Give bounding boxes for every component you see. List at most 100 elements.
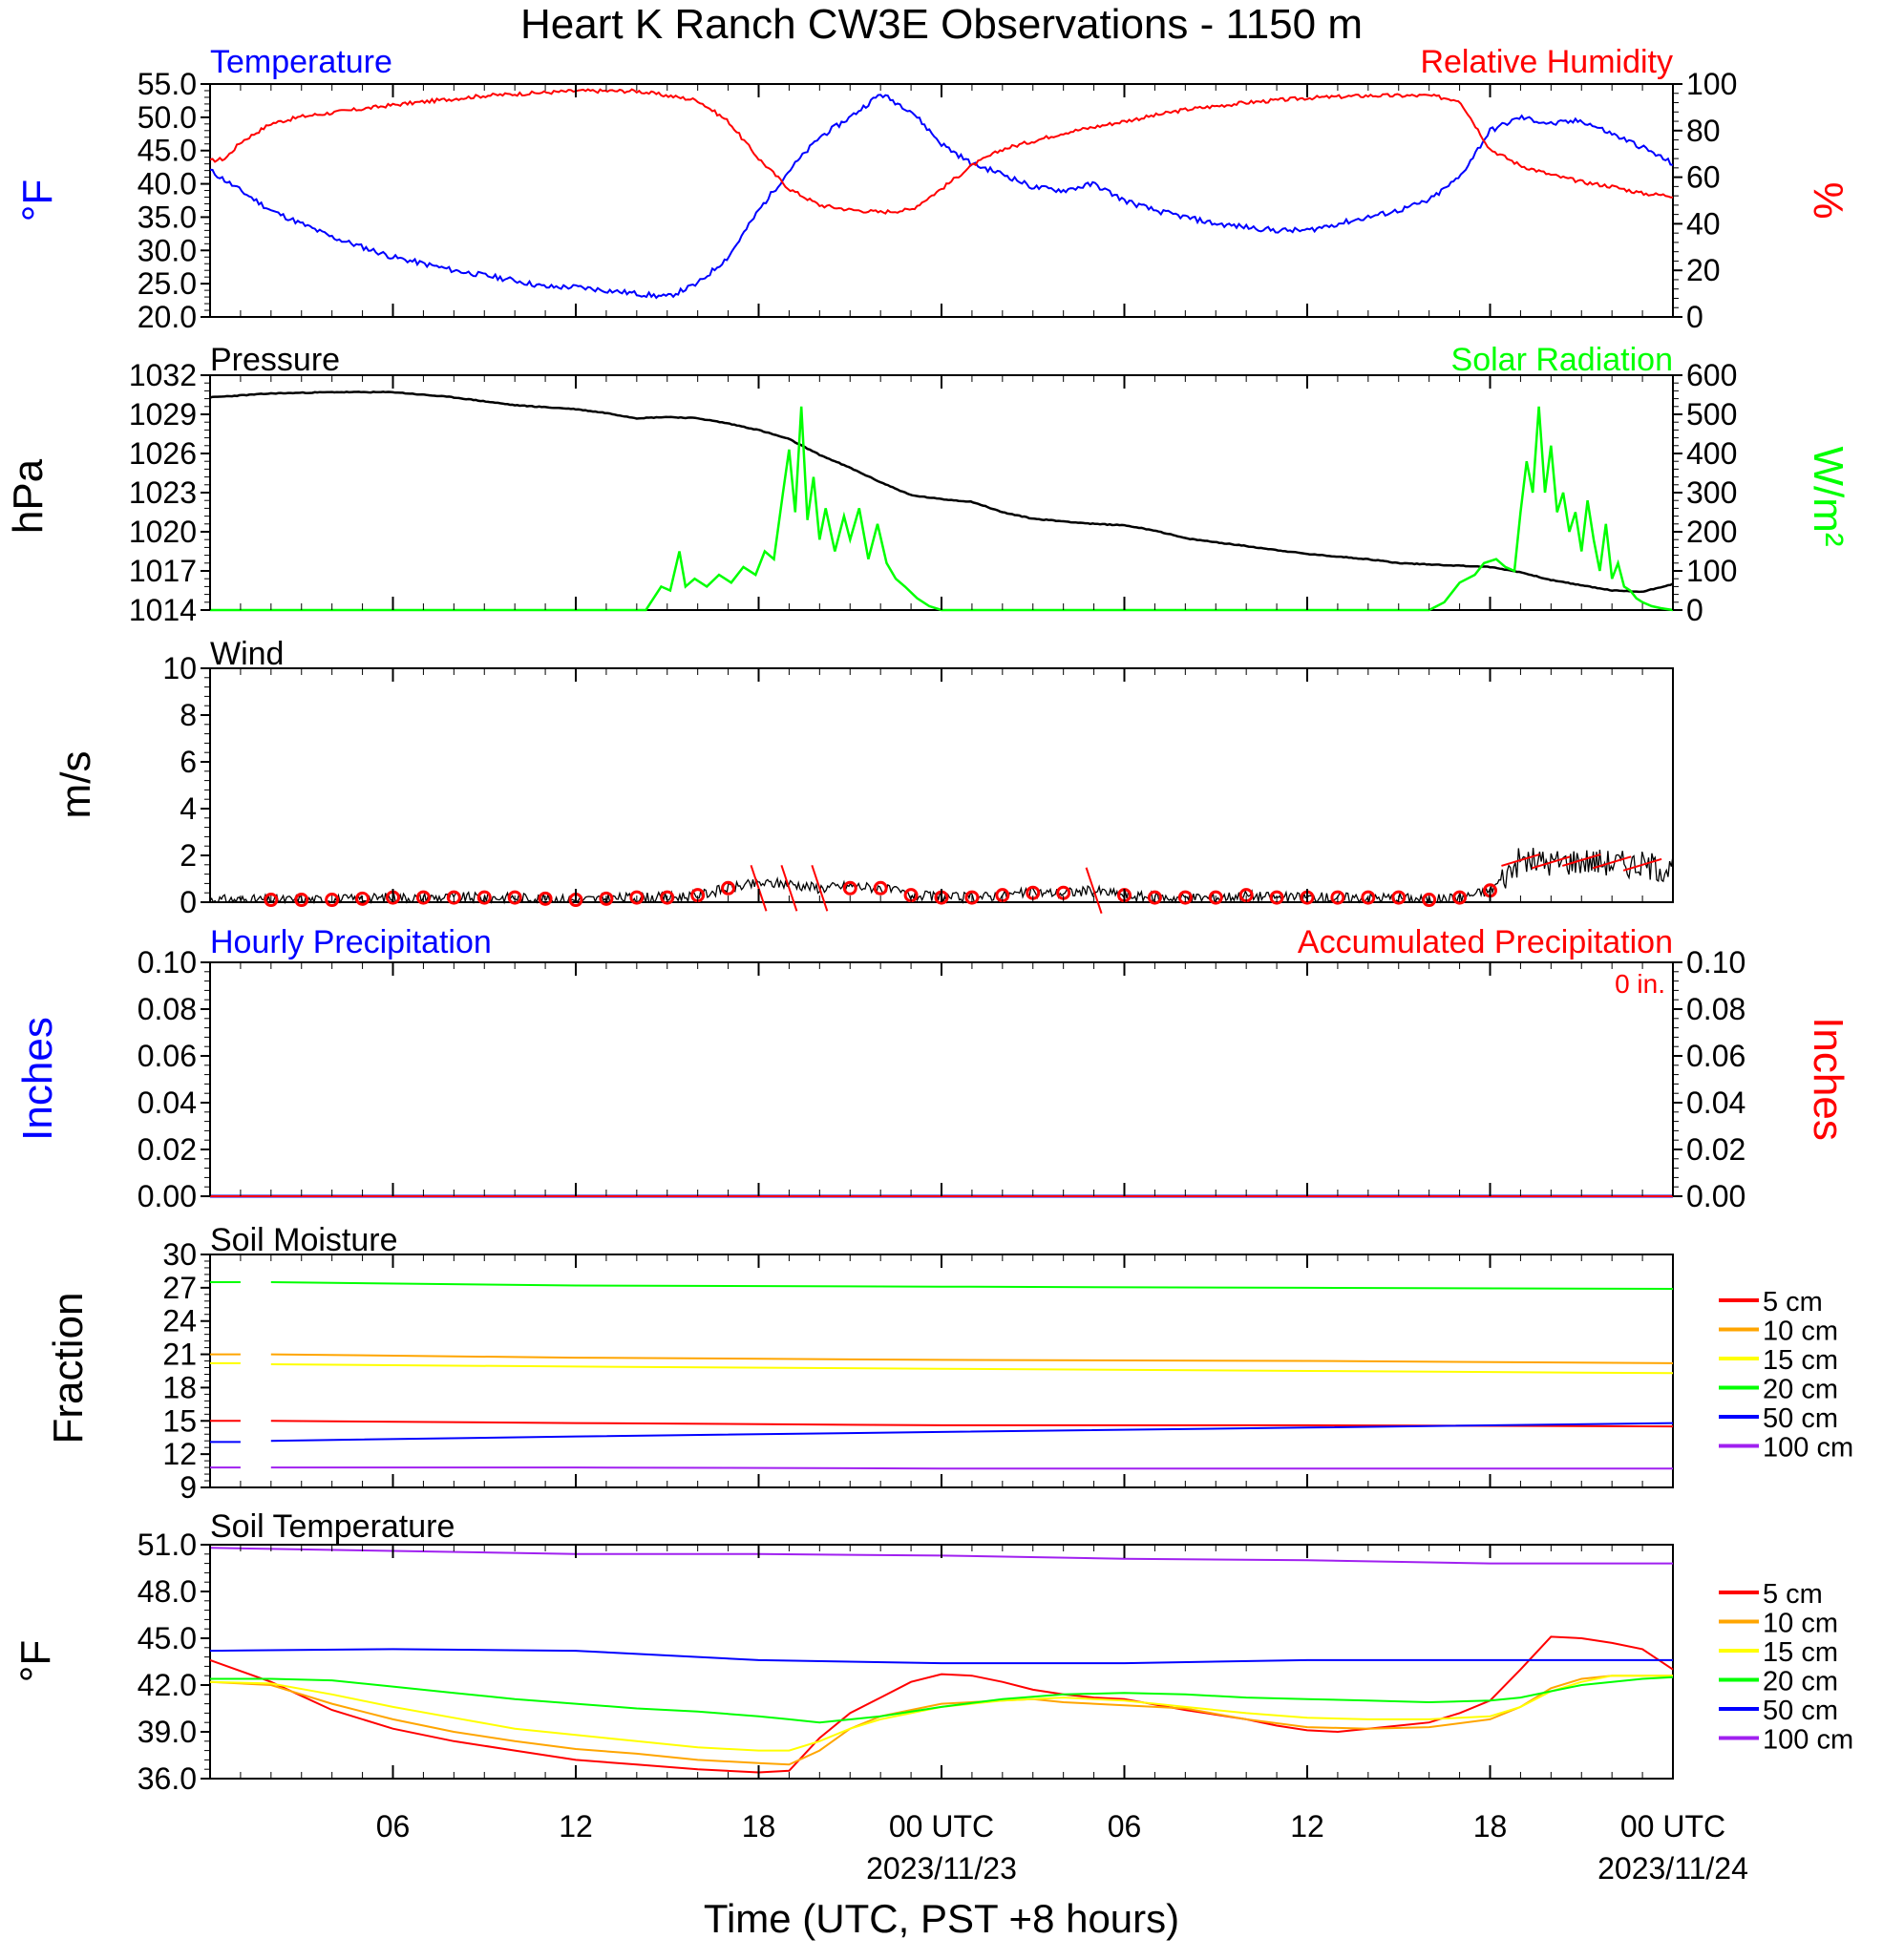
soil-temp-ticks: 51.0 48.0 45.0 42.0 39.0 36.0 bbox=[138, 1528, 210, 1796]
y-tick-label: 60 bbox=[1686, 160, 1721, 195]
precip-left-ticks: 0.10 0.08 0.06 0.04 0.02 0.00 bbox=[138, 945, 210, 1213]
x-date-label: 2023/11/24 bbox=[1597, 1851, 1748, 1886]
calm-wind-marker bbox=[294, 893, 309, 908]
soil-temp-line bbox=[209, 1675, 1673, 1752]
calm-wind-marker bbox=[1361, 890, 1376, 905]
temperature-unit: °F bbox=[14, 179, 61, 221]
calm-wind-marker bbox=[599, 891, 614, 906]
y-tick-label: 24 bbox=[162, 1304, 197, 1338]
calm-wind-marker bbox=[538, 891, 553, 906]
calm-wind-marker bbox=[325, 893, 340, 908]
soil-temp-line bbox=[209, 1675, 1673, 1766]
wind-unit: m/s bbox=[53, 751, 99, 819]
wind-barb bbox=[1592, 855, 1632, 870]
y-tick-label: 10 bbox=[162, 651, 197, 685]
soil-temp-unit: °F bbox=[12, 1640, 59, 1682]
pressure-line bbox=[209, 390, 1674, 594]
temperature-ticks: 55.050.045.040.035.030.025.020.0 bbox=[138, 67, 210, 334]
y-tick-label: 1026 bbox=[129, 436, 197, 471]
wind-panel: Wind m/s 10 8 6 4 2 0 bbox=[53, 636, 1674, 919]
y-tick-label: 0.00 bbox=[1686, 1179, 1745, 1213]
y-tick-label: 100 bbox=[1686, 554, 1737, 588]
calm-wind-marker bbox=[964, 890, 980, 905]
y-tick-label: 0.02 bbox=[138, 1132, 197, 1167]
hourly-precip-title: Hourly Precipitation bbox=[210, 924, 492, 960]
y-tick-label: 4 bbox=[180, 791, 197, 826]
y-tick-label: 48.0 bbox=[138, 1574, 197, 1609]
legend-label: 10 cm bbox=[1763, 1609, 1838, 1639]
temperature-title: Temperature bbox=[210, 44, 392, 80]
calm-wind-marker bbox=[1391, 890, 1407, 905]
y-tick-label: 6 bbox=[180, 745, 197, 779]
precip-panel: Hourly Precipitation Accumulated Precipi… bbox=[14, 924, 1851, 1213]
solar-line bbox=[210, 406, 1674, 612]
y-tick-label: 36.0 bbox=[138, 1761, 197, 1796]
y-tick-label: 8 bbox=[180, 698, 197, 732]
figure-title: Heart K Ranch CW3E Observations - 1150 m bbox=[520, 1, 1363, 48]
legend-label: 10 cm bbox=[1763, 1317, 1838, 1347]
temp-rh-series bbox=[209, 88, 1674, 300]
y-tick-label: 30.0 bbox=[138, 233, 197, 267]
temp-rh-frame bbox=[209, 83, 1674, 318]
calm-wind-marker bbox=[1269, 890, 1284, 905]
y-tick-label: 300 bbox=[1686, 475, 1737, 510]
accum-precip-unit: Inches bbox=[1805, 1017, 1851, 1141]
wind-barb bbox=[750, 864, 768, 912]
temperature-line bbox=[209, 94, 1674, 300]
y-tick-label: 20.0 bbox=[138, 300, 197, 334]
hourly-precip-unit: Inches bbox=[14, 1017, 61, 1141]
y-tick-label: 21 bbox=[162, 1338, 197, 1372]
soil-moisture-series bbox=[210, 1281, 1674, 1470]
solar-title: Solar Radiation bbox=[1451, 342, 1673, 378]
pressure-solar-series bbox=[209, 390, 1674, 612]
legend-label: 5 cm bbox=[1763, 1287, 1823, 1317]
wind-barb bbox=[1501, 853, 1540, 867]
x-tick-label: 06 bbox=[376, 1809, 411, 1844]
wind-barb bbox=[780, 864, 798, 912]
wind-barb bbox=[1561, 853, 1601, 867]
y-tick-label: 39.0 bbox=[138, 1715, 197, 1749]
soil-moisture-line bbox=[270, 1422, 1674, 1443]
pressure-title: Pressure bbox=[210, 342, 340, 378]
y-tick-label: 80 bbox=[1686, 114, 1721, 148]
y-tick-label: 0 bbox=[1686, 300, 1703, 334]
y-tick-label: 30 bbox=[162, 1237, 197, 1272]
legend-label: 100 cm bbox=[1763, 1725, 1853, 1756]
x-tick-label: 06 bbox=[1108, 1809, 1142, 1844]
soil-temp-title: Soil Temperature bbox=[210, 1508, 455, 1545]
soil-temp-panel: Soil Temperature °F 51.0 48.0 45.0 42.0 39.0… bbox=[12, 1508, 1853, 1796]
calm-wind-marker bbox=[873, 880, 888, 896]
y-tick-label: 12 bbox=[162, 1437, 197, 1471]
y-tick-label: 500 bbox=[1686, 397, 1737, 432]
y-tick-label: 0.00 bbox=[138, 1179, 197, 1213]
y-tick-label: 0.08 bbox=[138, 992, 197, 1026]
y-tick-label: 50.0 bbox=[138, 100, 197, 135]
humidity-ticks: 100 80 60 40 20 0 bbox=[1673, 67, 1737, 334]
calm-wind-marker bbox=[1452, 890, 1468, 905]
legend-label: 20 cm bbox=[1763, 1375, 1838, 1405]
solar-unit: W/m² bbox=[1805, 446, 1851, 546]
legend-label: 5 cm bbox=[1763, 1579, 1823, 1610]
wind-barb bbox=[1622, 857, 1662, 872]
accum-precip-title: Accumulated Precipitation bbox=[1298, 924, 1673, 960]
calm-wind-marker bbox=[476, 890, 492, 905]
precip-frame bbox=[209, 961, 1674, 1197]
soil-moisture-line bbox=[270, 1353, 1674, 1364]
y-tick-label: 0.04 bbox=[138, 1085, 197, 1120]
calm-wind-marker bbox=[446, 890, 461, 905]
y-tick-label: 51.0 bbox=[138, 1528, 197, 1562]
y-tick-label: 15 bbox=[162, 1403, 197, 1438]
legend-label: 50 cm bbox=[1763, 1403, 1838, 1434]
y-tick-label: 45.0 bbox=[138, 134, 197, 168]
soil-moisture-line bbox=[270, 1466, 1673, 1470]
y-tick-label: 2 bbox=[180, 838, 197, 873]
y-tick-label: 35.0 bbox=[138, 200, 197, 234]
solar-ticks: 600 500 400 300 200 100 0 bbox=[1673, 358, 1737, 627]
legend-label: 15 cm bbox=[1763, 1345, 1838, 1376]
y-tick-label: 27 bbox=[162, 1271, 197, 1305]
soil-temp-series bbox=[209, 1547, 1674, 1774]
y-tick-label: 9 bbox=[180, 1470, 197, 1505]
legend-label: 100 cm bbox=[1763, 1433, 1853, 1464]
